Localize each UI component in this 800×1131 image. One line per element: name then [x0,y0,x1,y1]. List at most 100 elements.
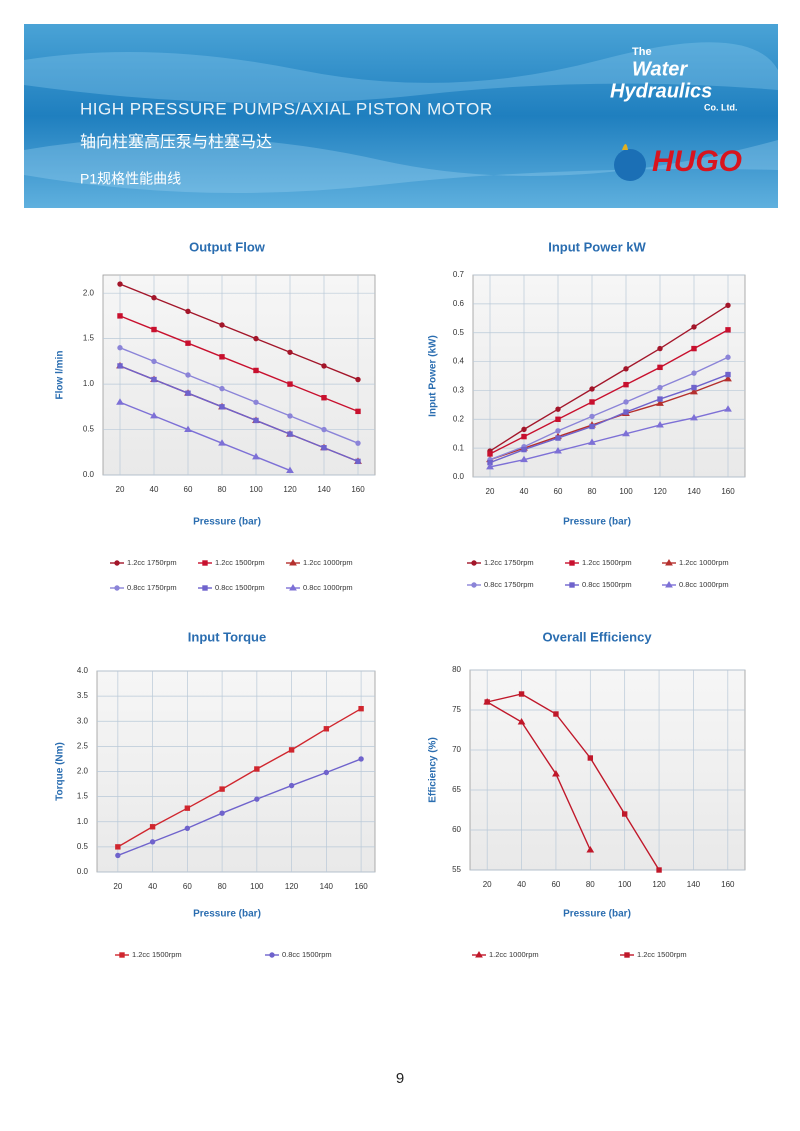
x-tick-label: 80 [586,880,595,889]
y-tick-label: 0.6 [453,299,465,308]
series-line [489,408,729,468]
wave [24,42,778,103]
series-line [117,758,362,857]
x-tick-label: 140 [320,882,334,891]
marker [656,399,664,406]
marker [355,440,361,446]
y-tick-label: 0.5 [77,842,89,851]
header-title-cn: 轴向柱塞高压泵与柱塞马达 [80,133,272,151]
marker [587,755,594,761]
y-tick-label: 3.5 [77,691,89,700]
header-subtitle: P1规格性能曲线 [80,171,181,187]
y-tick-label: 1.5 [83,334,95,343]
y-tick-label: 3.0 [77,716,89,725]
legend-label: 0.8cc 1750rpm [484,580,534,589]
marker [586,846,595,853]
marker [725,354,731,360]
x-tick-label: 80 [588,487,597,496]
legend-label: 1.2cc 1750rpm [127,558,177,567]
page-number: 9 [396,1070,404,1087]
marker [219,385,225,392]
x-axis-label: Pressure (bar) [563,909,631,920]
marker [521,433,527,440]
marker [657,364,663,371]
marker [149,824,156,830]
marker [656,421,664,428]
y-tick-label: 0.4 [453,357,465,366]
y-axis-label: Torque (Nm) [55,742,66,801]
marker [254,766,260,772]
y-tick-label: 2.0 [83,288,95,297]
marker [253,417,259,424]
x-tick-label: 80 [218,882,227,891]
legend-marker [114,585,120,591]
marker [623,381,629,388]
legend-item: 1.2cc 1000rpm [472,950,539,959]
marker [185,372,191,378]
y-tick-label: 0.5 [453,328,465,337]
series-line [117,708,362,848]
series-line [119,365,359,463]
marker [117,313,123,319]
marker [321,363,327,369]
marker [691,324,697,330]
marker [115,844,121,850]
marker [151,358,157,365]
legend-label: 1.2cc 1500rpm [215,558,265,567]
marker [553,711,559,717]
x-tick-label: 100 [618,880,632,889]
legend-item: 0.8cc 1500rpm [198,583,265,592]
y-tick-label: 75 [452,705,461,714]
x-tick-label: 160 [354,882,368,891]
marker [623,399,629,405]
plot-area [472,274,746,478]
legend-label: 0.8cc 1750rpm [127,583,177,592]
x-tick-label: 80 [218,485,227,494]
y-tick-label: 2.0 [77,767,89,776]
marker [116,398,124,405]
legend-item: 1.2cc 1000rpm [662,558,729,567]
marker [287,381,293,387]
marker [724,405,732,412]
legend-label: 1.2cc 1000rpm [303,558,353,567]
x-tick-label: 60 [183,882,192,891]
x-tick-label: 40 [148,882,157,891]
x-tick-label: 20 [116,485,125,494]
legend-marker [569,560,575,566]
marker [219,322,225,328]
marker [323,726,330,732]
marker [724,374,732,382]
y-tick-label: 0.3 [453,386,465,395]
x-axis-label: Pressure (bar) [193,517,261,528]
marker [521,446,527,453]
marker [484,699,490,705]
marker [725,371,731,378]
marker [555,406,561,412]
marker [517,718,526,725]
marker [218,439,226,446]
series-line [119,315,359,413]
marker [589,423,595,430]
marker [253,335,259,342]
legend-label: 0.8cc 1000rpm [303,583,353,592]
logo-water: Water [632,58,688,80]
x-tick-label: 20 [113,882,122,891]
legend-label: 0.8cc 1500rpm [215,583,265,592]
marker [657,396,663,402]
legend-label: 1.2cc 1000rpm [489,950,539,959]
series-line [119,283,359,381]
legend-marker [269,952,275,958]
marker [288,782,295,789]
x-tick-label: 60 [554,487,563,496]
marker [725,327,731,333]
y-tick-label: 0.0 [453,472,465,481]
marker [554,447,562,454]
header-banner [24,24,778,208]
marker [150,411,158,419]
marker [725,302,731,308]
marker [287,431,293,437]
y-tick-label: 80 [452,665,461,674]
marker [355,408,361,415]
marker [287,349,293,355]
